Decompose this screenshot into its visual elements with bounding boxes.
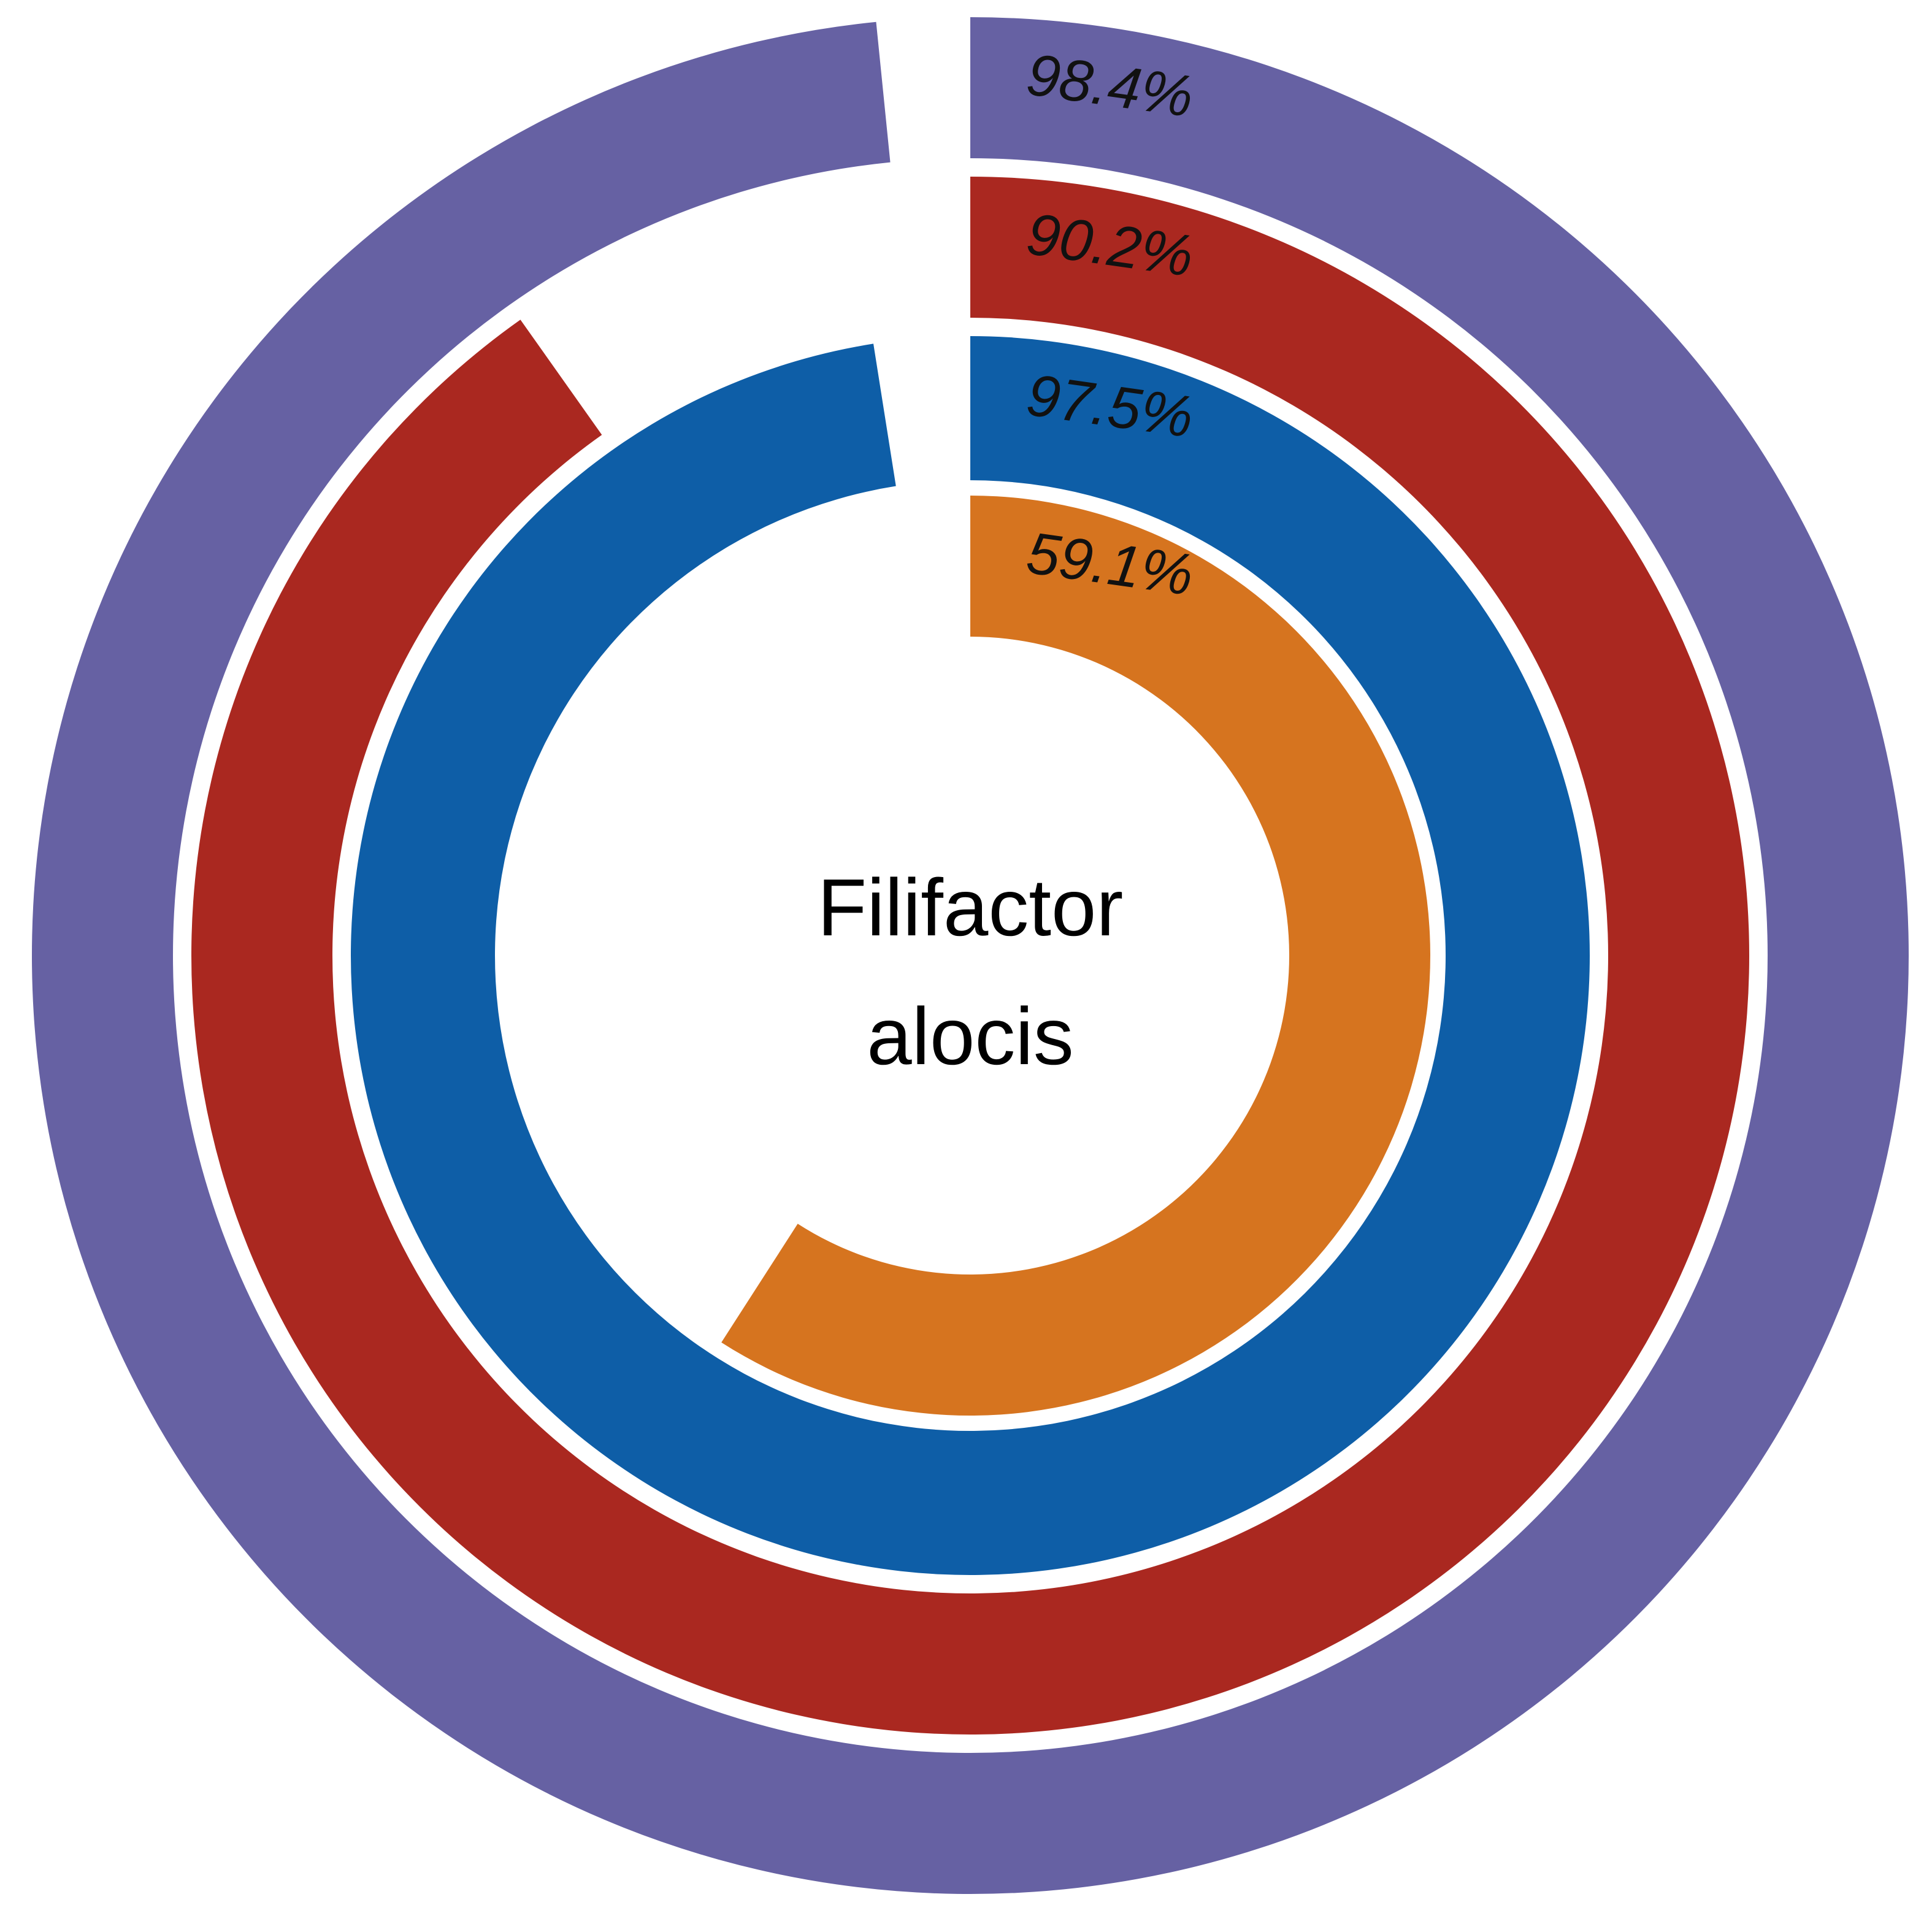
- center-label-line-2: alocis: [867, 991, 1073, 1081]
- ring-arc-4: [721, 496, 1430, 1416]
- center-label-line-1: Filifactor: [818, 862, 1124, 953]
- rings-group: [31, 17, 1909, 1894]
